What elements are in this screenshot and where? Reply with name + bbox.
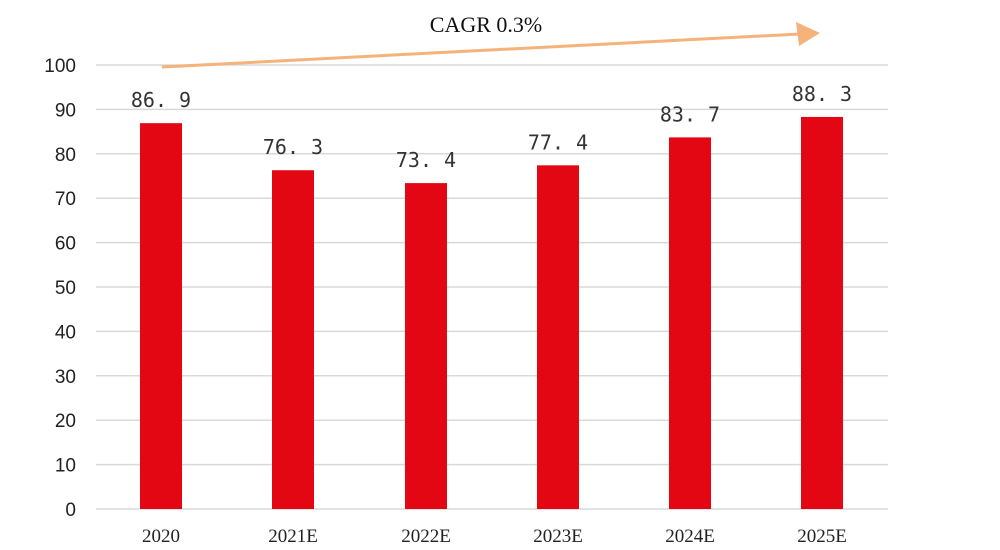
cagr-label: CAGR 0.3% <box>430 12 542 37</box>
gridlines <box>96 64 888 510</box>
bar <box>537 165 579 509</box>
data-label: 77. 4 <box>528 130 588 154</box>
bar <box>801 116 843 509</box>
data-label: 73. 4 <box>396 148 456 172</box>
y-tick-label: 10 <box>55 456 76 477</box>
bar <box>272 170 314 509</box>
x-tick-label: 2022E <box>401 526 451 547</box>
bar <box>669 137 711 509</box>
bars <box>140 116 843 509</box>
y-tick-label: 60 <box>55 234 76 255</box>
x-tick-label: 2023E <box>533 526 583 547</box>
y-tick-label: 80 <box>55 145 76 166</box>
y-tick-label: 50 <box>55 278 76 299</box>
bar <box>140 123 182 509</box>
x-tick-label: 2024E <box>665 526 715 547</box>
cagr-annotation: CAGR 0.3% <box>161 12 820 69</box>
y-tick-label: 90 <box>55 100 76 121</box>
x-tick-label: 2020 <box>142 526 180 547</box>
y-tick-label: 0 <box>65 500 76 521</box>
data-label: 83. 7 <box>660 102 720 126</box>
y-tick-label: 30 <box>55 367 76 388</box>
y-tick-label: 100 <box>44 56 76 77</box>
data-label: 86. 9 <box>131 88 191 112</box>
x-axis-categories: 2020 2021E 2022E 2023E 2024E 2025E <box>142 526 847 547</box>
y-tick-label: 70 <box>55 189 76 210</box>
y-tick-label: 40 <box>55 322 76 343</box>
cagr-arrow <box>161 32 801 69</box>
data-labels: 86. 9 76. 3 73. 4 77. 4 83. 7 88. 3 <box>131 82 852 172</box>
bar <box>405 183 447 509</box>
y-axis-ticks: 0 10 20 30 40 50 60 70 80 90 100 <box>44 56 76 521</box>
data-label: 76. 3 <box>263 135 323 159</box>
x-tick-label: 2025E <box>797 526 847 547</box>
x-tick-label: 2021E <box>268 526 318 547</box>
cagr-arrow-head <box>796 22 820 46</box>
y-tick-label: 20 <box>55 411 76 432</box>
data-label: 88. 3 <box>792 82 852 106</box>
